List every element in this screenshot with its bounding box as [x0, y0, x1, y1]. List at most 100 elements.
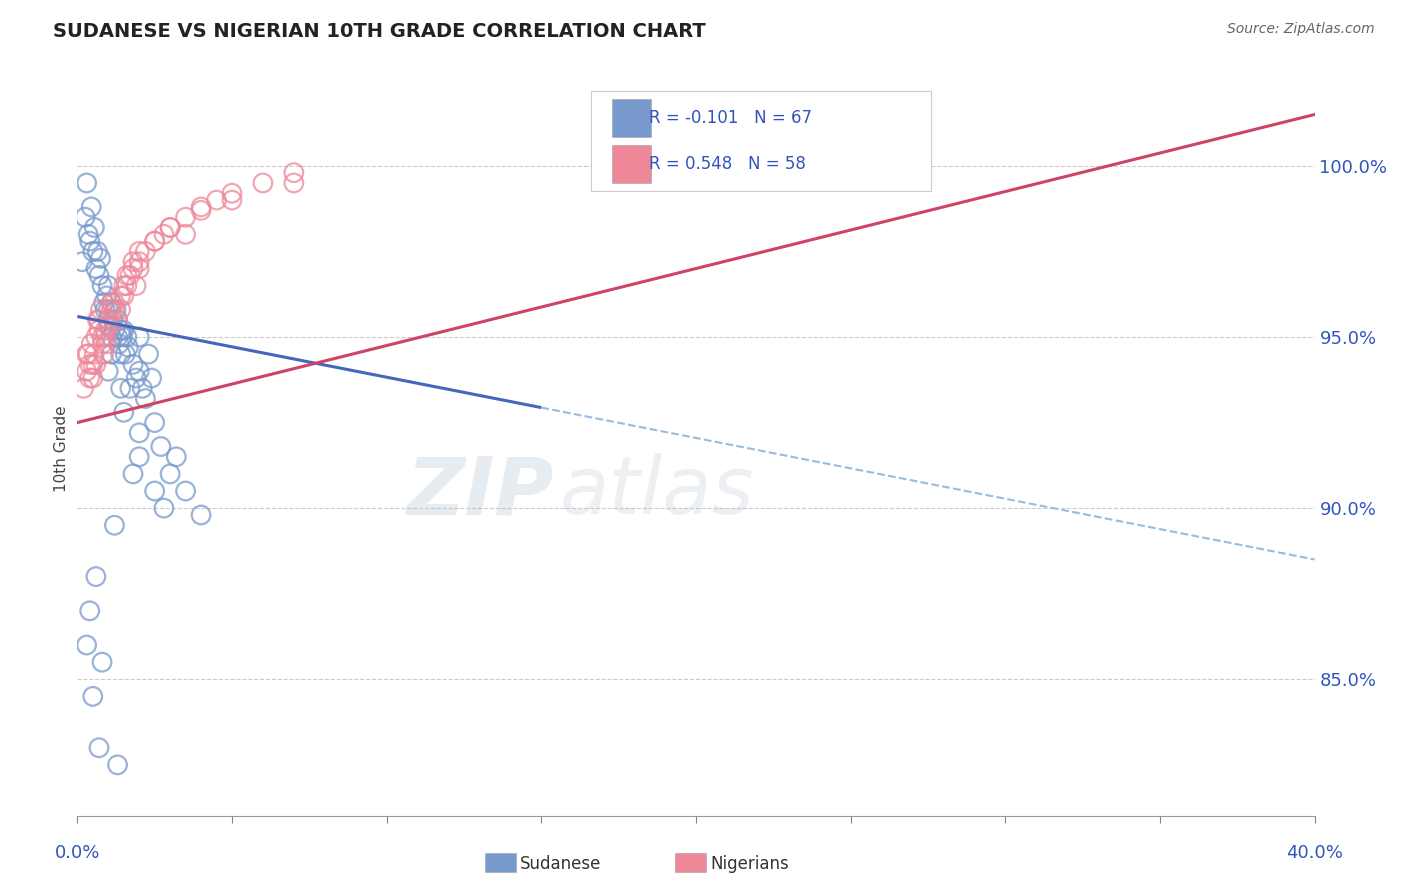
Point — [96, 336, 118, 351]
Point — [122, 254, 145, 268]
Point — [283, 176, 305, 190]
Point — [82, 690, 104, 704]
Point — [77, 227, 100, 242]
Point — [103, 302, 125, 317]
Point — [72, 381, 94, 395]
Point — [93, 347, 115, 361]
Point — [105, 302, 127, 317]
Text: atlas: atlas — [560, 453, 755, 532]
Text: Nigerians: Nigerians — [710, 855, 789, 873]
Text: 40.0%: 40.0% — [1286, 844, 1343, 862]
Text: 0.0%: 0.0% — [55, 844, 100, 862]
Point — [143, 416, 166, 430]
Point — [86, 313, 108, 327]
Point — [134, 392, 156, 406]
Point — [114, 347, 136, 361]
Point — [91, 336, 114, 351]
Point — [91, 330, 114, 344]
Point — [221, 186, 243, 201]
Point — [94, 323, 117, 337]
Point — [79, 234, 101, 248]
Point — [80, 336, 103, 351]
Point — [90, 302, 111, 317]
Point — [97, 313, 120, 327]
Point — [83, 220, 105, 235]
Point — [110, 347, 132, 361]
Point — [112, 405, 135, 419]
Point — [97, 302, 120, 317]
Point — [122, 261, 145, 276]
Point — [103, 295, 125, 310]
Point — [110, 381, 132, 395]
Point — [122, 357, 145, 371]
Point — [174, 483, 197, 498]
Point — [79, 604, 101, 618]
Point — [174, 227, 197, 242]
Point — [115, 278, 138, 293]
Point — [115, 330, 138, 344]
Point — [84, 357, 107, 371]
Point — [100, 295, 122, 310]
Point — [141, 371, 163, 385]
Point — [100, 295, 122, 310]
Point — [107, 313, 129, 327]
FancyBboxPatch shape — [591, 91, 931, 191]
Point — [112, 289, 135, 303]
Bar — [612, 99, 651, 136]
Point — [153, 501, 176, 516]
Point — [90, 252, 111, 266]
Point — [94, 302, 117, 317]
Point — [143, 234, 166, 248]
Point — [128, 254, 150, 268]
Point — [97, 364, 120, 378]
Point — [221, 193, 243, 207]
Point — [143, 234, 166, 248]
Point — [107, 757, 129, 772]
Point — [118, 381, 141, 395]
Point — [75, 210, 96, 224]
Point — [110, 323, 132, 337]
Point — [131, 381, 153, 395]
Point — [143, 483, 166, 498]
Point — [115, 268, 138, 283]
Point — [110, 289, 132, 303]
Point — [79, 371, 101, 385]
Point — [125, 278, 148, 293]
Point — [128, 450, 150, 464]
Point — [149, 440, 172, 454]
Point — [134, 244, 156, 259]
Point — [118, 268, 141, 283]
Point — [94, 330, 117, 344]
Point — [91, 655, 114, 669]
Point — [165, 450, 187, 464]
Point — [128, 364, 150, 378]
Point — [76, 176, 98, 190]
Point — [190, 203, 212, 218]
Point — [205, 193, 228, 207]
Point — [76, 347, 98, 361]
Point — [87, 323, 110, 337]
Point — [174, 210, 197, 224]
Point — [97, 278, 120, 293]
Point — [82, 357, 104, 371]
Point — [103, 323, 125, 337]
Bar — [612, 145, 651, 183]
Point — [128, 244, 150, 259]
Point — [97, 313, 120, 327]
Point — [117, 340, 139, 354]
Point — [97, 319, 120, 334]
Point — [122, 467, 145, 481]
Point — [112, 278, 135, 293]
Point — [125, 371, 148, 385]
Point — [76, 638, 98, 652]
Point — [153, 227, 176, 242]
Point — [84, 569, 107, 583]
Point — [83, 347, 105, 361]
Point — [190, 200, 212, 214]
Point — [283, 166, 305, 180]
Text: R = 0.548   N = 58: R = 0.548 N = 58 — [650, 155, 806, 173]
Point — [86, 244, 108, 259]
Point — [100, 330, 122, 344]
Point — [98, 319, 121, 334]
Point — [87, 313, 110, 327]
